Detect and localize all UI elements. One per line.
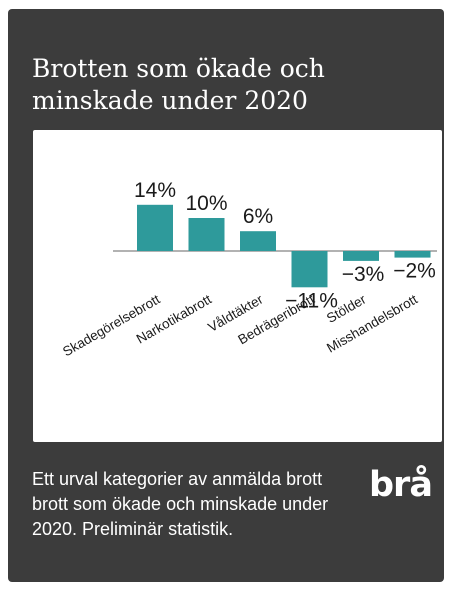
category-label-6: Misshandelsbrott: [324, 291, 420, 355]
chart-title: Brotten som ökade och minskade under 202…: [32, 54, 325, 115]
chart-panel: 14% Skadegörelsebrott 10% Narkotikabrott 6% V…: [33, 130, 442, 442]
chart-footnote: Ett urval kategorier av anmälda brott br…: [32, 469, 329, 539]
data-label-3: 6%: [243, 205, 273, 228]
bar-6: [394, 251, 431, 258]
logo-text: brå: [369, 465, 433, 505]
bar-chart: 14%Skadegörelsebrott10%Narkotikabrott6%V…: [60, 179, 437, 359]
chart-card: Brotten som ökade och minskade under 202…: [8, 9, 444, 582]
bar-5: [343, 251, 379, 261]
bar-2: [188, 218, 225, 251]
bar-1: [137, 204, 173, 251]
data-label-6: −2%: [393, 260, 436, 283]
bar-4: [291, 251, 328, 288]
data-label-1: 14%: [134, 179, 176, 202]
bar-3: [240, 231, 276, 251]
data-label-4: −11%: [285, 289, 338, 312]
data-label-2: 10%: [185, 192, 227, 215]
bra-logo: brå: [369, 465, 445, 505]
data-label-5: −3%: [342, 263, 385, 286]
